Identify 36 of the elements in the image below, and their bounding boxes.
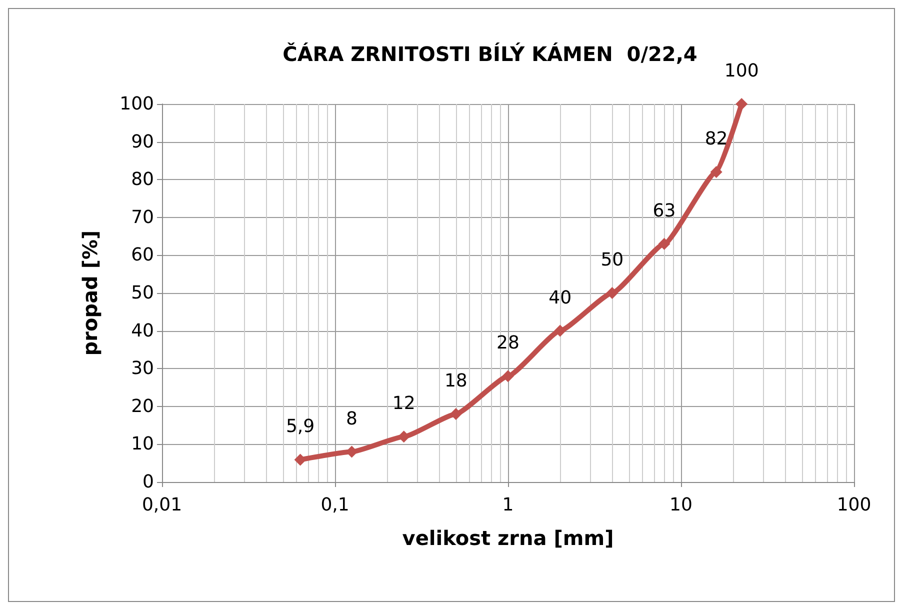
x-tick-label: 10	[670, 494, 692, 516]
point	[710, 166, 722, 178]
y-tick-label: 10	[131, 434, 154, 455]
y-tick-label: 70	[131, 206, 154, 228]
y-tick-label: 0	[142, 472, 154, 492]
y-tick-label: 100	[120, 94, 154, 114]
point	[606, 287, 618, 299]
point	[294, 454, 306, 466]
data-label: 12	[392, 393, 416, 414]
data-label: 28	[496, 332, 520, 354]
point	[554, 324, 566, 337]
chart-title: ČÁRA ZRNITOSTI BÍLÝ KÁMEN 0/22,4	[282, 42, 698, 66]
data-label: 100	[724, 60, 759, 82]
data-label: 82	[704, 128, 728, 150]
y-tick-label: 80	[131, 169, 154, 190]
y-tick-label: 30	[131, 358, 154, 380]
y-tick-label: 40	[131, 320, 154, 342]
point	[450, 408, 462, 420]
point	[502, 370, 514, 382]
x-tick-label: 100	[836, 494, 872, 516]
data-label: 50	[600, 250, 624, 270]
x-tick-label: 1	[502, 494, 514, 516]
y-tick-label: 90	[131, 131, 154, 152]
y-axis-title: propad [%]	[78, 230, 102, 356]
data-label: 8	[346, 408, 358, 430]
x-tick-label: 0,01	[142, 494, 182, 516]
data-label: 5,9	[286, 416, 315, 438]
data-label: 40	[548, 287, 572, 308]
x-axis-title: velikost zrna [mm]	[402, 526, 614, 550]
point	[658, 238, 670, 250]
y-tick-label: 50	[131, 282, 154, 304]
y-tick-label: 60	[131, 244, 154, 266]
y-tick-label: 20	[131, 396, 154, 417]
x-tick-label: 0,1	[320, 494, 350, 516]
data-label: 63	[652, 200, 676, 222]
data-label: 18	[444, 370, 468, 392]
